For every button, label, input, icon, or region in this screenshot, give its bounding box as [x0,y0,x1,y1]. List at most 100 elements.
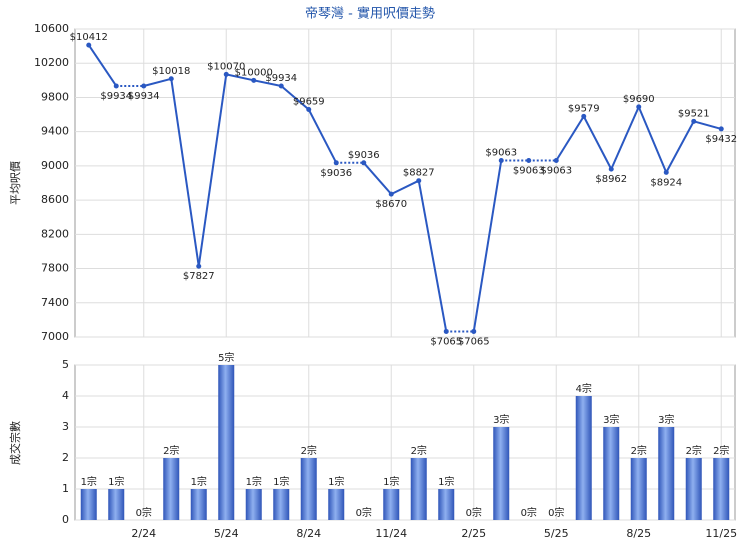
bar [493,427,510,520]
data-label: $9934 [265,73,297,84]
data-label: $9036 [348,150,380,161]
data-label: $8827 [403,168,435,179]
data-label: $9934 [100,91,132,102]
data-label: 2宗 [631,444,647,457]
plot-area [74,364,736,521]
y-tick-label: 9000 [41,159,69,172]
bar [300,458,317,520]
data-label: $9432 [705,134,737,145]
data-label: $9036 [320,168,352,179]
line-segment [280,85,310,111]
data-label: 1宗 [191,475,207,488]
data-point [388,191,394,197]
data-label: 1宗 [81,475,97,488]
data-label: 2宗 [713,444,729,457]
data-point [168,76,174,82]
data-label: 0宗 [521,506,537,519]
bar [190,489,207,520]
data-label: 0宗 [136,506,152,519]
y-tick-label: 8600 [41,193,69,206]
chart-title: 帝琴灣 - 實用呎價走勢 [305,6,435,22]
line-segment [307,109,338,164]
data-point [553,157,559,163]
data-point [636,104,642,110]
data-label: $10018 [152,66,190,77]
line-segment [417,180,448,332]
y-tick-label: 10600 [34,22,69,35]
data-point [443,328,449,334]
data-label: 0宗 [548,506,564,519]
line-segment [693,120,722,130]
line-segment [390,179,420,196]
y-tick-label: 7000 [41,330,69,343]
data-point [86,42,92,48]
data-label: 2宗 [686,444,702,457]
bar [218,365,235,520]
line-segment [170,78,200,267]
data-point [278,83,284,89]
data-label: 2宗 [411,444,427,457]
data-point [251,77,257,83]
data-point [608,166,614,172]
data-label: 1宗 [328,475,344,488]
data-label: 0宗 [466,506,482,519]
line-segment [472,160,503,332]
data-label: $10000 [235,67,273,78]
y-axis-label: 成交宗數 [8,421,22,465]
data-label: $7065 [458,336,490,347]
bar [410,458,427,520]
data-point [196,263,202,269]
bar [630,458,647,520]
data-point [416,178,422,184]
bar [80,489,97,520]
plot-area [74,28,736,338]
data-label: $8924 [650,177,682,188]
y-tick-label: 8200 [41,227,69,240]
bar [603,427,620,520]
y-tick-label: 9800 [41,90,69,103]
data-label: 5宗 [218,351,234,364]
bar [108,489,125,520]
line-segment [253,79,282,87]
line-segment [610,106,640,170]
data-label: $9063 [485,147,517,158]
y-tick-label: 10200 [34,56,69,69]
data-point [113,83,119,89]
y-tick-label: 7400 [41,296,69,309]
bar [245,489,262,520]
data-label: 4宗 [576,382,592,395]
x-tick-label: 11/24 [375,527,407,540]
bar [658,427,675,520]
data-point [333,160,339,166]
line-segment [362,162,393,195]
line-segment [226,73,254,82]
data-label: $10412 [70,32,108,43]
data-label: 3宗 [603,413,619,426]
line-segment [665,120,695,173]
y-tick-label: 2 [62,451,69,464]
data-point [498,157,504,163]
bar [713,458,730,520]
data-label: $9659 [293,97,325,108]
x-tick-label: 11/25 [705,527,737,540]
line-segment [143,77,172,87]
bar [383,489,400,520]
line-segment [87,44,118,87]
data-label: $9063 [513,165,545,176]
x-tick-label: 5/25 [544,527,569,540]
y-tick-label: 9400 [41,125,69,138]
data-label: 1宗 [383,475,399,488]
data-label: $7827 [183,271,215,282]
bar [328,489,345,520]
data-label: 1宗 [108,475,124,488]
data-label: $9690 [623,94,655,105]
x-tick-label: 5/24 [214,527,239,540]
data-label: 1宗 [438,475,454,488]
line-segment [582,115,613,170]
line-segment [637,106,668,173]
bar [438,489,455,520]
data-label: $7065 [430,336,462,347]
data-label: 0宗 [356,506,372,519]
data-point [141,83,147,89]
